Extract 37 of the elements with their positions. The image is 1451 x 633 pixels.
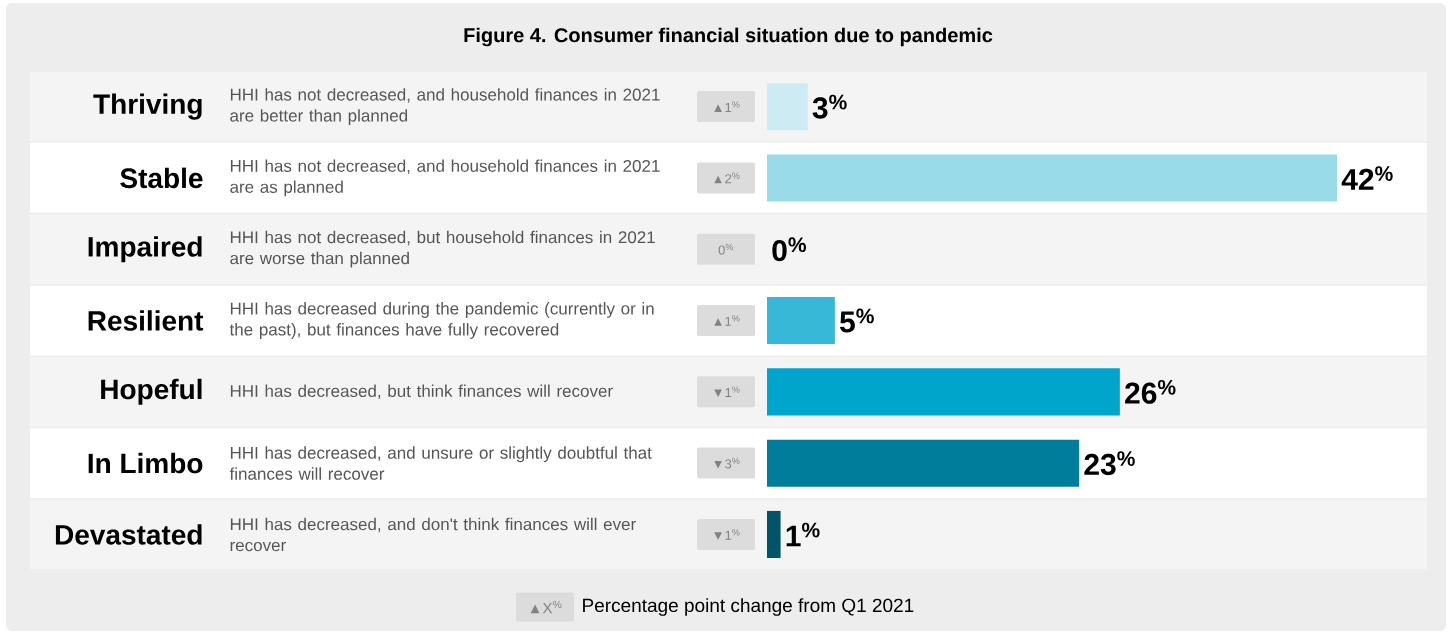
text: ▲1$^{%}$ [714, 315, 740, 326]
data-label: 5$^{%}$ [839, 308, 874, 333]
data-label: 3$^{%}$ [812, 94, 847, 119]
data-label: 23$^{%}$ [1084, 451, 1135, 476]
text: Percentage point change from Q1 2021 [583, 598, 914, 616]
text: HHI has decreased, but think finances will recover [230, 384, 613, 400]
bar [767, 83, 808, 131]
text: HHI has decreased during the pandemic (currently or in the past), but finances have fully recovered [229, 302, 654, 339]
bar [767, 368, 1120, 416]
data-label: 1$^{%}$ [786, 522, 820, 547]
data-label: 42$^{%}$ [1341, 166, 1393, 190]
data-label: 0$^{%}$ [772, 237, 807, 262]
chart-title: Figure 4. Consumer financial situation due to pandemic [464, 27, 993, 47]
y-tick-label: Stable [120, 167, 203, 189]
text: HHI has decreased, and don't think finances will ever recover [230, 517, 636, 552]
bar [767, 297, 835, 345]
text: HHI has not decreased, and household finances in 2021 are as planned [230, 159, 660, 197]
y-tick-label: In Limbo [88, 452, 203, 474]
text: ▼1$^{%}$ [714, 386, 740, 398]
text: 0$^{%}$ [718, 243, 734, 255]
text: HHI has decreased, and unsure or slightly doubtful that finances will recover [229, 446, 652, 480]
bar [767, 439, 1080, 487]
text: ▲1$^{%}$ [714, 101, 740, 112]
text: ▼1$^{%}$ [714, 529, 740, 540]
text: ▲2$^{%}$ [714, 172, 740, 184]
text: ▲X$^{%}$ [530, 600, 562, 614]
bar [767, 154, 1338, 202]
y-tick-label: Resilient [88, 310, 204, 331]
text: HHI has not decreased, but household finances in 2021 are worse than planned [230, 230, 655, 268]
data-label: 26$^{%}$ [1125, 379, 1176, 404]
text: HHI has not decreased, and household finances in 2021 are better than planned [230, 88, 660, 126]
y-tick-label: Impaired [88, 236, 202, 263]
y-tick-label: Hopeful [101, 378, 202, 405]
bar [767, 510, 781, 558]
text: ▼3$^{%}$ [714, 457, 740, 469]
y-tick-label: Thriving [93, 93, 202, 120]
y-tick-label: Devastated [55, 524, 202, 545]
